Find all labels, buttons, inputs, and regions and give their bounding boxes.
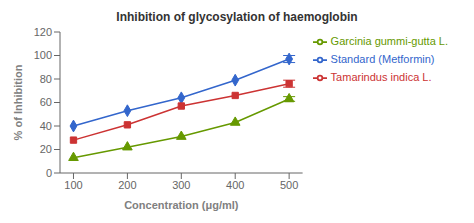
html-text:Garcinia gummi-gutta L.: Garcinia gummi-gutta L.	[330, 35, 448, 47]
svg-text:Concentration (μg/ml): Concentration (μg/ml)	[124, 199, 239, 211]
svg-text:300: 300	[172, 179, 190, 191]
html-text:Inhibition of glycosylation of: Inhibition of glycosylation of haemoglob…	[116, 10, 358, 24]
svg-text:20: 20	[40, 143, 52, 155]
svg-text:120: 120	[34, 26, 52, 38]
svg-text:80: 80	[40, 73, 52, 85]
html-text:Tamarindus indica L.: Tamarindus indica L.	[330, 71, 432, 83]
svg-text:0: 0	[46, 167, 52, 179]
svg-text:% of Inhibition: % of Inhibition	[12, 64, 24, 140]
svg-text:500: 500	[280, 179, 298, 191]
svg-text:400: 400	[226, 179, 244, 191]
svg-text:40: 40	[40, 120, 52, 132]
svg-text:200: 200	[118, 179, 136, 191]
svg-text:100: 100	[34, 49, 52, 61]
html-text:Standard (Metformin): Standard (Metformin)	[330, 53, 435, 65]
svg-text:60: 60	[40, 96, 52, 108]
svg-text:100: 100	[64, 179, 82, 191]
